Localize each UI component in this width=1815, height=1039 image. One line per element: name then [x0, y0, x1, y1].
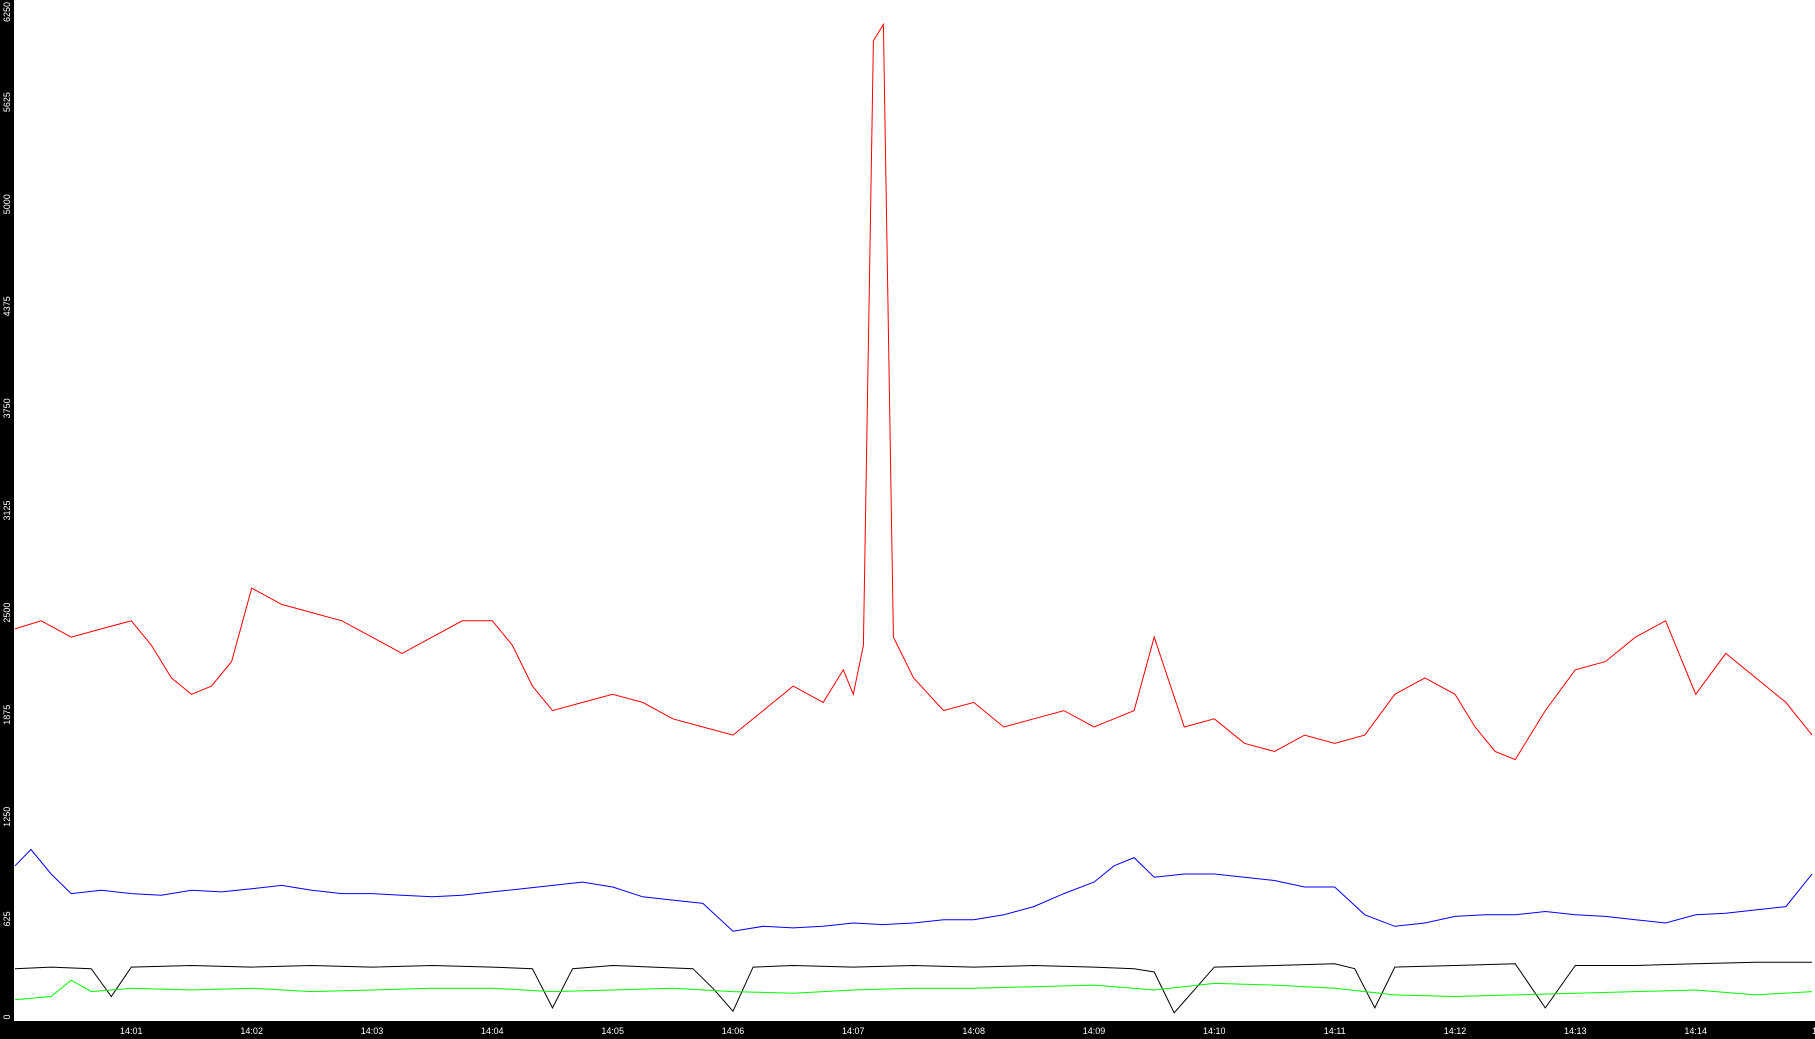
y-tick-label: 1250	[2, 807, 12, 827]
x-tick-label: 14:12	[1444, 1026, 1467, 1036]
series-line-0	[14, 22, 1813, 761]
series-line-3	[14, 979, 1813, 1001]
y-tick-label: 5000	[2, 194, 12, 214]
y-tick-label: 0	[2, 1014, 12, 1019]
series-line-2	[14, 961, 1812, 1014]
x-tick-label: 14:07	[842, 1026, 865, 1036]
y-tick-label: 5625	[2, 92, 12, 112]
y-tick-label: 2500	[2, 603, 12, 623]
x-tick-label: 14:02	[240, 1026, 263, 1036]
x-tick-label: 14:14	[1684, 1026, 1707, 1036]
x-tick-label: 14:05	[601, 1026, 624, 1036]
x-tick-label: 14:09	[1083, 1026, 1106, 1036]
x-tick-label: 14:03	[361, 1026, 384, 1036]
y-tick-label: 1875	[2, 705, 12, 725]
y-tick-label: 3750	[2, 398, 12, 418]
y-tick-label: 3125	[2, 500, 12, 520]
y-tick-label: 625	[2, 911, 12, 926]
series-line-1	[14, 848, 1813, 932]
x-tick-label: 14:06	[722, 1026, 745, 1036]
y-axis	[0, 0, 14, 1039]
y-tick-label: 4375	[2, 296, 12, 316]
x-tick-label: 14:10	[1203, 1026, 1226, 1036]
x-tick-label: 14:04	[481, 1026, 504, 1036]
x-tick-label: 14:15	[1812, 1026, 1815, 1036]
x-tick-label: 14:11	[1324, 1026, 1346, 1036]
x-axis	[0, 1021, 1815, 1039]
x-tick-label: 14:13	[1564, 1026, 1587, 1036]
x-tick-label: 14:01	[120, 1026, 143, 1036]
x-tick-label: 14:08	[962, 1026, 985, 1036]
y-tick-label: 6250	[2, 2, 12, 22]
